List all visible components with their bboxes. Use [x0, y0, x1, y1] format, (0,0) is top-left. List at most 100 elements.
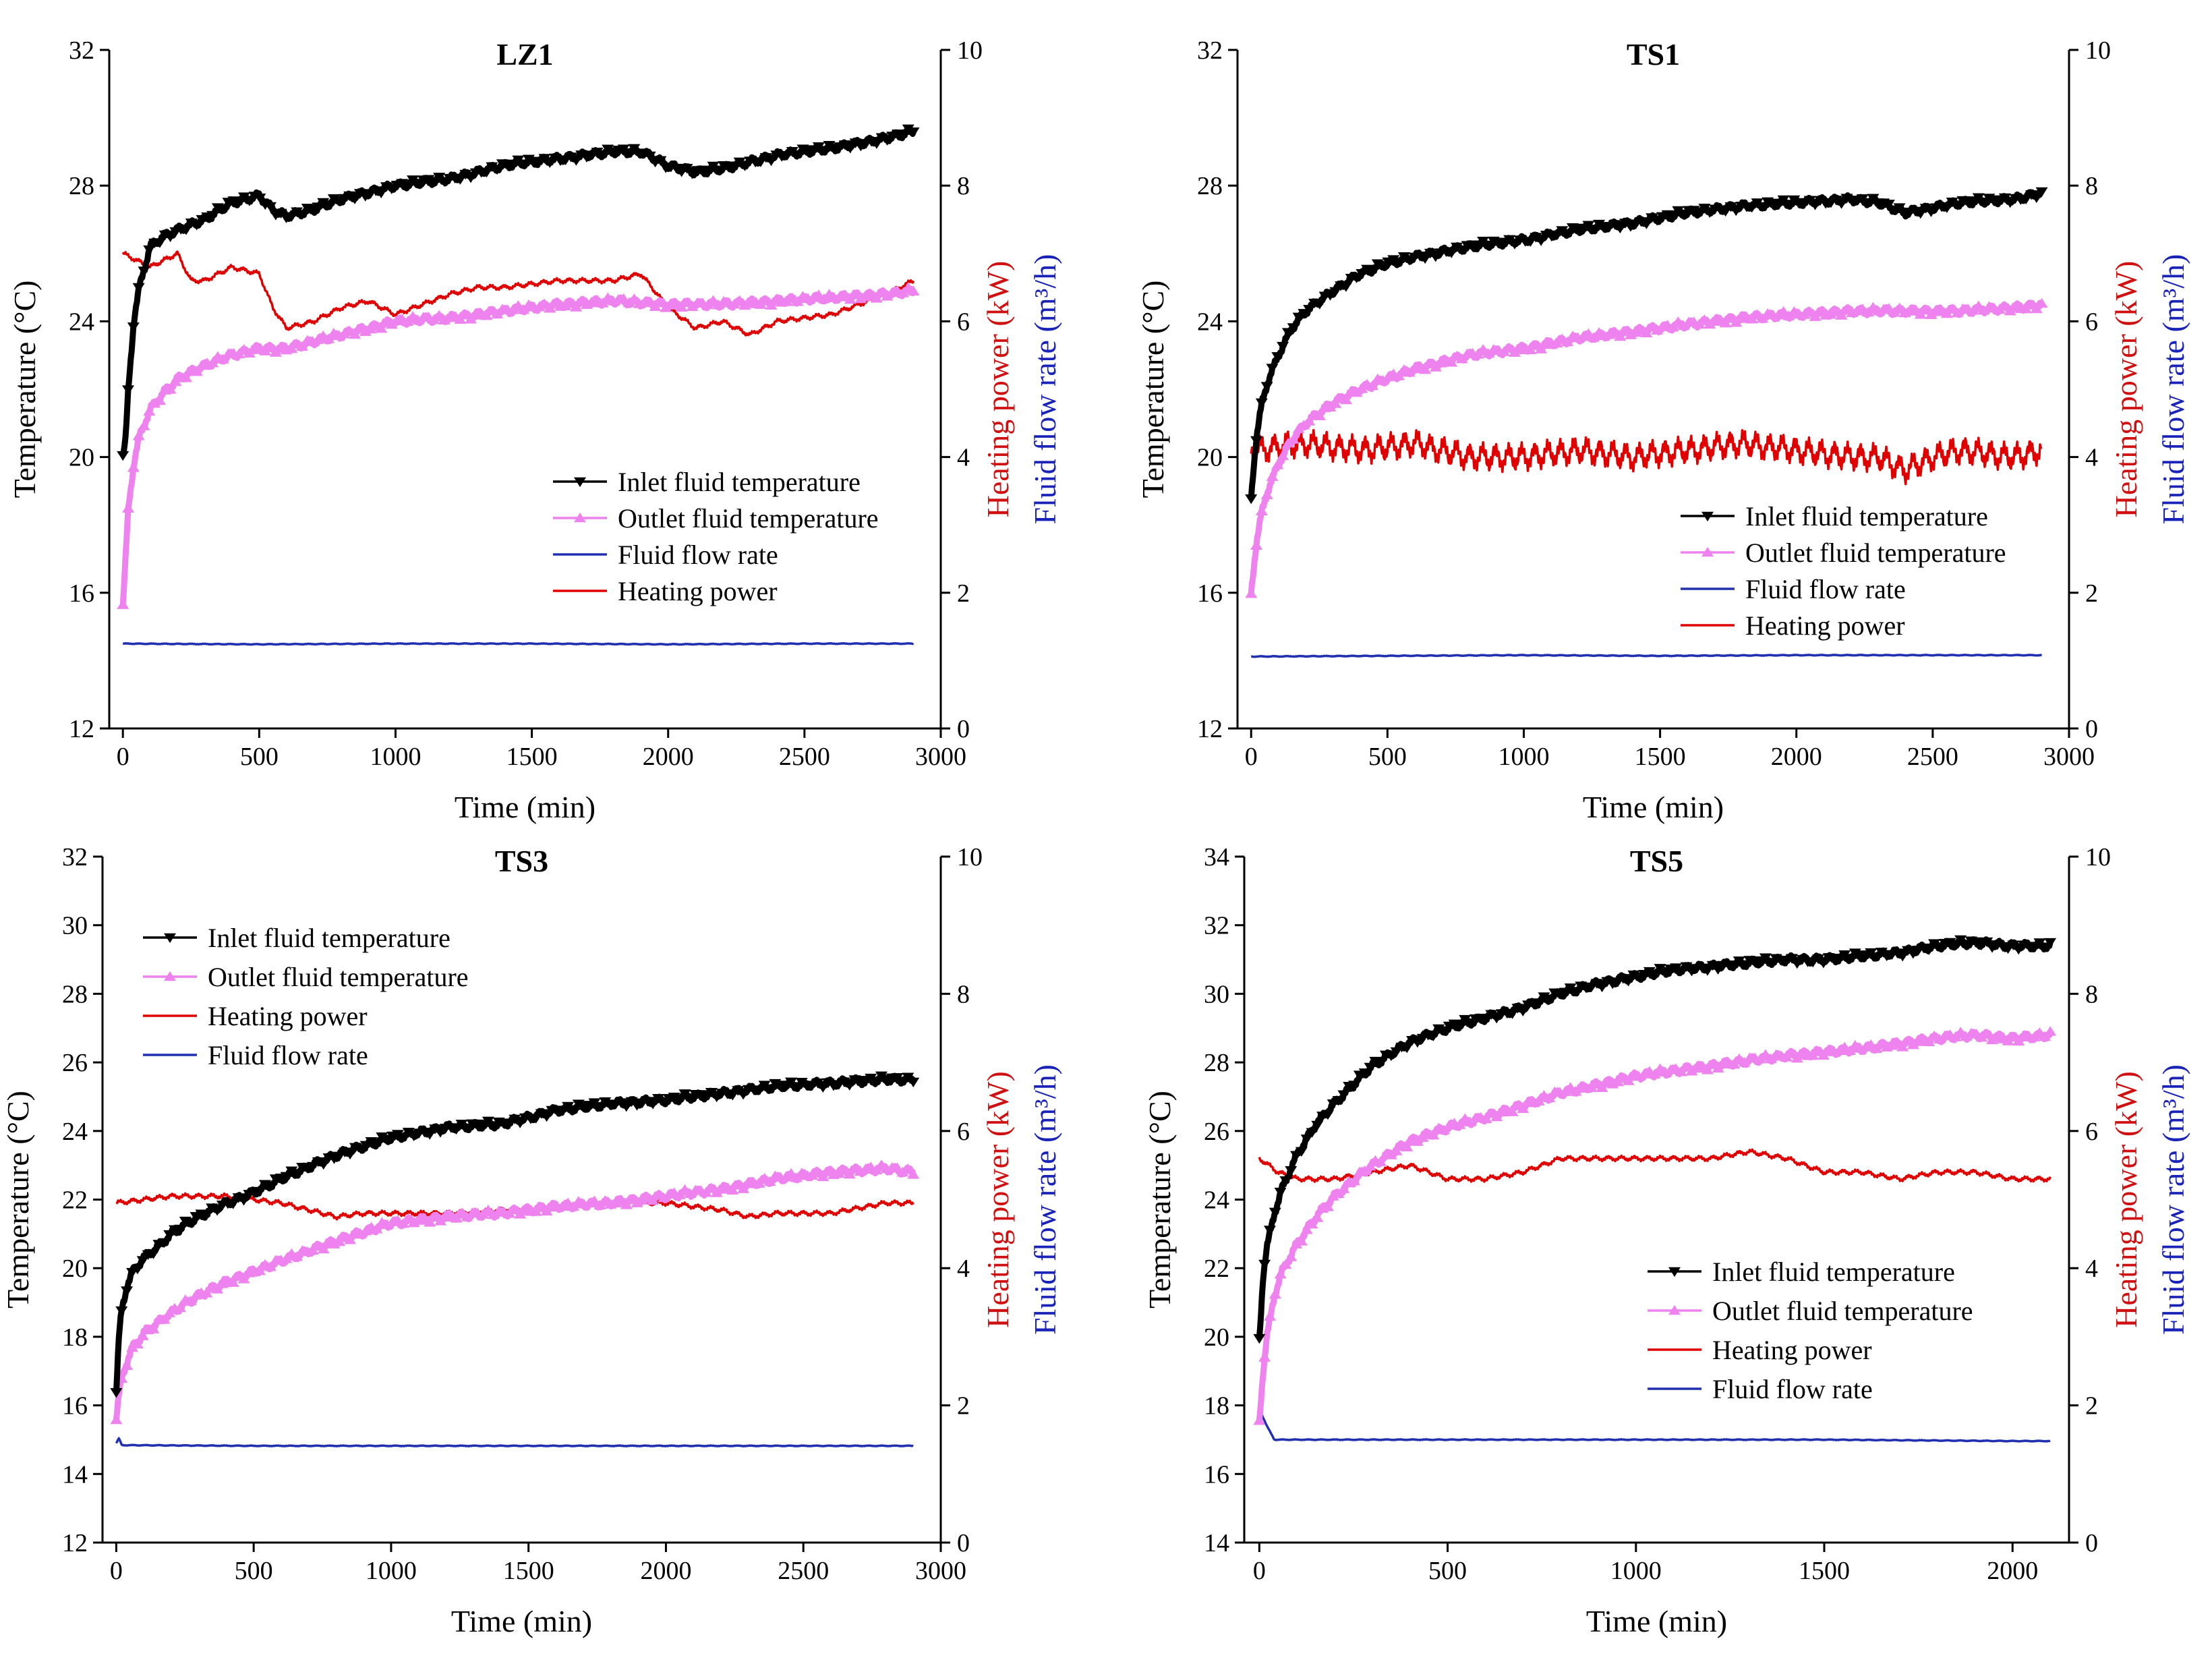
- data-point: [459, 310, 472, 320]
- y-tick-label: 32: [1197, 36, 1223, 65]
- data-point: [1569, 987, 1582, 997]
- y2-tick-label: 0: [2085, 1529, 2098, 1557]
- data-point: [1437, 1026, 1450, 1036]
- data-point: [870, 293, 883, 303]
- x-tick-label: 3000: [2043, 743, 2095, 771]
- data-point: [1385, 1051, 1397, 1062]
- data-point: [115, 1306, 128, 1317]
- data-point: [1830, 196, 1842, 206]
- data-point: [896, 287, 909, 297]
- x-tick-label: 0: [110, 1557, 123, 1585]
- data-point: [1809, 200, 1822, 210]
- data-point: [1833, 1045, 1846, 1055]
- y2-tick-label: 0: [2085, 715, 2098, 743]
- data-point: [147, 1323, 160, 1333]
- data-point: [312, 202, 324, 212]
- series-outlet-fluid-temperature: [1253, 1026, 2057, 1425]
- data-point: [2039, 1031, 2051, 1041]
- data-point: [1693, 208, 1706, 218]
- y2-axis-label-power: Heating power (kW): [981, 1071, 1015, 1328]
- data-point: [1865, 1039, 1878, 1050]
- y-tick-label: 20: [1197, 444, 1223, 472]
- data-point: [280, 1172, 293, 1182]
- y-tick-label: 28: [1197, 172, 1223, 200]
- data-point: [790, 1082, 803, 1092]
- data-point: [1849, 948, 1861, 958]
- x-tick-label: 1000: [1610, 1557, 1662, 1585]
- data-point: [1919, 304, 1932, 315]
- data-point: [566, 1201, 579, 1211]
- legend: Inlet fluid temperature Outlet fluid temp…: [1648, 1257, 1973, 1404]
- data-point: [306, 1161, 319, 1172]
- data-point: [1754, 957, 1767, 968]
- series-line: [1250, 428, 2043, 486]
- y-tick-label: 12: [69, 715, 94, 743]
- data-point: [333, 1151, 346, 1162]
- data-point: [1324, 401, 1337, 411]
- data-point: [1260, 489, 1273, 499]
- data-point: [117, 599, 129, 609]
- data-point: [1619, 219, 1632, 229]
- data-point: [1506, 1009, 1519, 1019]
- data-point: [870, 1164, 883, 1175]
- data-point: [312, 1157, 324, 1168]
- data-point: [1387, 255, 1400, 265]
- data-point: [517, 159, 530, 169]
- series-fluid-flow-rate: [1250, 653, 2043, 658]
- data-point: [1556, 226, 1569, 236]
- data-point: [450, 1124, 463, 1135]
- data-point: [1506, 1106, 1519, 1116]
- data-point: [1614, 223, 1627, 234]
- data-point: [503, 1119, 516, 1129]
- data-point: [1543, 994, 1556, 1005]
- data-point: [1756, 202, 1769, 212]
- data-point: [338, 328, 351, 339]
- data-point: [795, 1077, 808, 1088]
- data-point: [153, 238, 166, 248]
- data-point: [643, 297, 656, 308]
- series-fluid-flow-rate: [1258, 1408, 2051, 1443]
- data-point: [631, 1197, 643, 1207]
- data-point: [1480, 1113, 1492, 1124]
- legend-marker: [1668, 1304, 1681, 1315]
- data-point: [811, 1167, 824, 1177]
- data-point: [1640, 219, 1653, 229]
- data-point: [1401, 1043, 1414, 1054]
- data-point: [1946, 197, 1958, 208]
- data-point: [1975, 1032, 1988, 1042]
- data-point: [1403, 367, 1416, 377]
- data-point: [1482, 240, 1494, 251]
- data-point: [459, 169, 472, 180]
- data-point: [343, 191, 356, 202]
- data-point: [763, 1084, 776, 1095]
- data-point: [354, 1228, 367, 1239]
- data-point: [1617, 974, 1629, 984]
- y2-tick-label: 2: [2085, 1392, 2098, 1420]
- data-point: [1416, 1132, 1429, 1142]
- data-point: [322, 200, 335, 210]
- data-point: [1366, 266, 1378, 277]
- data-point: [2030, 303, 2043, 314]
- legend-label: Heating power: [208, 1001, 368, 1031]
- data-point: [1290, 1238, 1303, 1248]
- data-point: [381, 1219, 394, 1230]
- x-tick-label: 500: [1368, 743, 1407, 771]
- data-point: [1772, 310, 1784, 320]
- data-point: [620, 1101, 633, 1112]
- data-point: [344, 1149, 357, 1160]
- data-point: [1814, 196, 1827, 206]
- x-tick-label: 2500: [779, 743, 830, 771]
- panel-ts1: 0 500 1000 1500 2000 2500 30001216202428320246…: [1136, 36, 2190, 824]
- legend-label: Fluid flow rate: [618, 540, 778, 570]
- x-tick-label: 500: [1428, 1557, 1467, 1585]
- data-point: [1893, 302, 1906, 313]
- legend-label: Fluid flow rate: [1745, 574, 1906, 604]
- data-point: [628, 293, 641, 304]
- data-point: [1704, 318, 1716, 329]
- x-tick-label: 1000: [370, 743, 421, 771]
- y-axis-label: Temperature (°C): [7, 281, 42, 498]
- data-point: [121, 1286, 134, 1296]
- data-point: [1303, 415, 1316, 426]
- x-tick-label: 0: [117, 743, 129, 771]
- data-point: [1530, 233, 1542, 243]
